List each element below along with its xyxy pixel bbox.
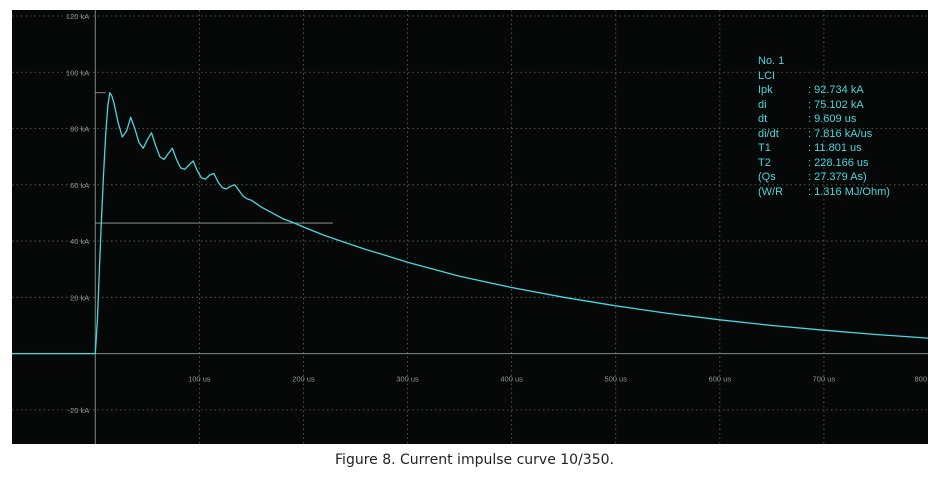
readout-row: Ipk : 92.734 kA <box>758 83 890 98</box>
readout-key: T2 <box>758 156 771 169</box>
readout-key: (W/R <box>758 185 784 198</box>
readout-key: T1 <box>758 142 771 154</box>
x-tick-label: 100 us <box>188 375 211 384</box>
readout-row: LCI <box>758 69 890 84</box>
y-tick-label: 40 kA <box>70 237 89 246</box>
y-tick-label: 20 kA <box>70 293 89 302</box>
readout-row: dt : 9.609 us <box>758 112 890 127</box>
series-layer <box>12 92 928 355</box>
axes <box>12 10 928 444</box>
x-tick-label: 300 us <box>396 375 419 384</box>
current-trace <box>12 92 928 355</box>
y-tick-label: 100 kA <box>66 68 89 77</box>
readout-key: dt <box>758 113 768 125</box>
y-tick-label: 120 kA <box>66 12 89 21</box>
readout-key: Ipk <box>758 84 773 96</box>
x-tick-label: 700 us <box>813 375 836 384</box>
tick-labels: 120 kA 100 kA 80 kA 60 kA 40 kA 20 kA -20 kA 10… <box>66 12 927 415</box>
readout-value: : 92.734 kA <box>808 84 864 96</box>
readout-row: T1 : 11.801 us <box>758 141 890 156</box>
annotations <box>95 92 333 224</box>
readout-value: : 75.102 kA <box>808 98 864 111</box>
y-tick-label: 80 kA <box>70 125 89 134</box>
readout-key: LCI <box>758 69 776 82</box>
readout-key: No. 1 <box>758 55 785 67</box>
y-tick-label: -20 kA <box>68 406 90 415</box>
readout-value: : 27.379 As) <box>808 171 867 183</box>
readout-value: : 1.316 MJ/Ohm) <box>808 185 890 198</box>
readout-key: di/dt <box>758 127 779 140</box>
x-tick-label: 200 us <box>292 375 315 384</box>
measurement-readout: No. 1 LCI Ipk : 92.734 kA di : 75.102 kA d… <box>758 54 890 199</box>
y-tick-label: 60 kA <box>70 181 89 190</box>
readout-row: (Qs : 27.379 As) <box>758 170 890 185</box>
readout-value: : 228.166 us <box>808 156 869 169</box>
readout-row: di : 75.102 kA <box>758 98 890 113</box>
x-tick-label: 800 <box>914 375 927 384</box>
readout-value: : 7.816 kA/us <box>808 127 873 140</box>
impulse-chart: 120 kA 100 kA 80 kA 60 kA 40 kA 20 kA -20 kA 10… <box>12 10 928 444</box>
readout-row: T2 : 228.166 us <box>758 156 890 171</box>
readout-key: di <box>758 98 767 111</box>
readout-key: (Qs <box>758 171 776 183</box>
readout-value: : 9.609 us <box>808 113 857 125</box>
figure-caption: Figure 8. Current impulse curve 10/350. <box>335 452 614 468</box>
readout-row: (W/R : 1.316 MJ/Ohm) <box>758 185 890 200</box>
x-tick-label: 400 us <box>500 375 523 384</box>
readout-row: No. 1 <box>758 54 890 69</box>
x-tick-label: 500 us <box>604 375 627 384</box>
readout-value: : 11.801 us <box>808 142 862 154</box>
readout-row: di/dt : 7.816 kA/us <box>758 127 890 142</box>
oscilloscope-screen: 120 kA 100 kA 80 kA 60 kA 40 kA 20 kA -20 kA 10… <box>12 10 928 444</box>
x-tick-label: 600 us <box>709 375 732 384</box>
